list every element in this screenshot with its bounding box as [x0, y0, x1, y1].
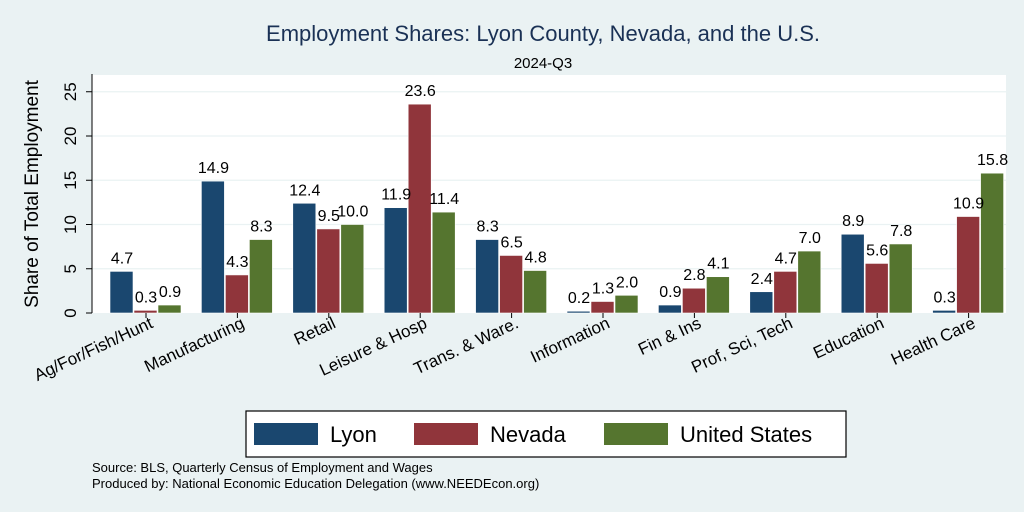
legend-label-united-states: United States [680, 422, 812, 447]
data-label-nevada-education: 5.6 [866, 242, 888, 259]
x-tick-label-retail: Retail [291, 313, 338, 349]
labels-layer: 4.70.3 0.914.94.38.312.49.510.011.923.611… [111, 83, 1008, 307]
chart-title: Employment Shares: Lyon County, Nevada, … [266, 21, 820, 46]
data-label-lyon-information: 0.2 [568, 290, 590, 307]
y-axis-label: Share of Total Employment [22, 79, 43, 307]
x-tick-label-manufacturing: Manufacturing [141, 313, 247, 376]
bar-united-states-education [888, 243, 913, 314]
data-label-lyon-ag-for-fish-hunt: 4.7 [111, 250, 133, 267]
data-label-nevada-manufacturing: 4.3 [226, 254, 248, 271]
bar-nevada-health-care [956, 216, 980, 314]
bar-lyon-manufacturing [201, 180, 225, 314]
data-label-nevada-information: 1.3 [592, 281, 614, 298]
bar-united-states-prof-sci-tech [797, 250, 822, 314]
y-tick-label-15: 15 [61, 171, 80, 190]
bar-lyon-retail [292, 202, 317, 314]
data-label-united-states-information: 2.0 [616, 274, 638, 291]
data-label-united-states-health-care: 15.8 [977, 152, 1008, 169]
data-label-lyon-leisure-hosp: 11.9 [381, 187, 411, 204]
bar-united-states-leisure-hosp [431, 211, 456, 314]
bar-nevada-prof-sci-tech [773, 271, 798, 314]
bars-layer [109, 103, 1004, 314]
data-label-lyon-manufacturing: 14.9 [198, 160, 229, 177]
legend-box [245, 410, 847, 458]
legend: Lyon Nevada United States [245, 410, 847, 458]
bar-united-states-fin-ins [706, 276, 730, 314]
chart-subtitle: 2024-Q3 [514, 55, 572, 72]
bar-lyon-fin-ins [658, 304, 682, 314]
bar-united-states-trans-ware [523, 270, 547, 314]
source-note: Source: BLS, Quarterly Census of Employm… [92, 460, 433, 475]
data-label-lyon-health-care: 0.3 [933, 289, 955, 306]
data-label-lyon-education: 8.9 [842, 213, 864, 230]
x-tick-label-health-care: Health Care [888, 313, 978, 369]
data-label-lyon-prof-sci-tech: 2.4 [751, 271, 773, 288]
data-label-nevada-ag-for-fish-hunt: 0.3 [135, 289, 157, 306]
produced-by-note: Produced by: National Economic Education… [92, 476, 539, 491]
x-tick-label-information: Information [528, 313, 613, 366]
legend-label-lyon: Lyon [330, 422, 377, 447]
bar-united-states-health-care [980, 172, 1004, 314]
data-label-nevada-health-care: 10.9 [953, 196, 984, 213]
legend-swatch-nevada [414, 423, 478, 445]
data-label-nevada-fin-ins: 2.8 [683, 267, 705, 284]
bar-united-states-manufacturing [249, 239, 273, 314]
y-tick-label-0: 0 [61, 308, 80, 317]
data-label-lyon-retail: 12.4 [289, 182, 320, 199]
bar-lyon-prof-sci-tech [749, 291, 774, 314]
bar-nevada-trans-ware [499, 255, 523, 314]
data-label-lyon-fin-ins: 0.9 [659, 284, 681, 301]
y-tick-label-10: 10 [61, 215, 80, 234]
bar-nevada-fin-ins [682, 287, 706, 314]
bar-nevada-retail [316, 228, 341, 314]
x-tick-label-fin-ins: Fin & Ins [635, 313, 704, 359]
data-label-united-states-fin-ins: 4.1 [707, 256, 729, 273]
bar-lyon-trans-ware [475, 239, 499, 314]
bar-nevada-information [590, 301, 615, 314]
bar-lyon-ag-for-fish-hunt [109, 271, 134, 314]
data-label-united-states-trans-ware: 4.8 [524, 250, 546, 267]
legend-swatch-lyon [254, 423, 318, 445]
data-label-nevada-retail: 9.5 [318, 208, 340, 225]
y-tick-label-20: 20 [61, 127, 80, 146]
data-label-united-states-manufacturing: 8.3 [250, 219, 272, 236]
y-tick-label-5: 5 [61, 264, 80, 273]
data-label-united-states-ag-for-fish-hunt: 0.9 [159, 284, 181, 301]
data-label-nevada-leisure-hosp: 23.6 [405, 83, 436, 100]
bar-united-states-information [614, 294, 639, 314]
bar-lyon-education [840, 233, 865, 314]
data-label-lyon-trans-ware: 8.3 [476, 219, 498, 236]
x-tick-label-prof-sci-tech: Prof, Sci, Tech [688, 313, 795, 376]
bar-lyon-information [566, 310, 591, 314]
y-tick-label-25: 25 [61, 82, 80, 101]
legend-swatch-united-states [604, 423, 668, 445]
bar-lyon-health-care [932, 310, 956, 314]
data-label-united-states-retail: 10.0 [337, 204, 368, 221]
x-tick-label-education: Education [810, 313, 887, 362]
bar-nevada-education [864, 263, 889, 314]
bar-united-states-retail [340, 224, 365, 314]
data-label-nevada-trans-ware: 6.5 [500, 234, 522, 251]
bar-lyon-leisure-hosp [383, 207, 408, 314]
data-label-united-states-education: 7.8 [890, 223, 912, 240]
bar-nevada-ag-for-fish-hunt [133, 310, 158, 314]
bar-nevada-manufacturing [225, 274, 249, 314]
data-label-united-states-leisure-hosp: 11.4 [429, 191, 459, 208]
bar-nevada-leisure-hosp [407, 103, 432, 314]
data-label-nevada-prof-sci-tech: 4.7 [775, 250, 797, 267]
x-tick-label-ag-for-fish-hunt: Ag/For/Fish/Hunt [31, 313, 156, 385]
data-label-united-states-prof-sci-tech: 7.0 [799, 230, 821, 247]
bar-united-states-ag-for-fish-hunt [157, 304, 182, 314]
legend-label-nevada: Nevada [490, 422, 567, 447]
x-tick-label-trans-ware: Trans. & Ware. [411, 313, 521, 378]
